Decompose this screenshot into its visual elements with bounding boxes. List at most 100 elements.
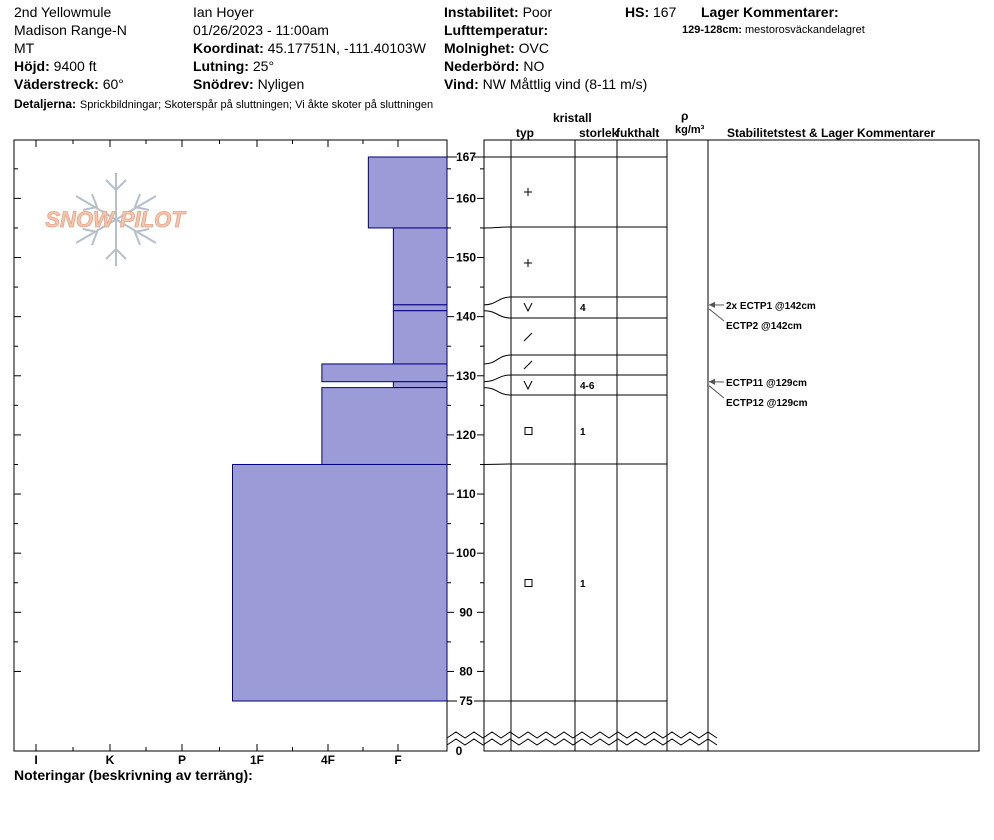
observer-name: Ian Hoyer <box>193 4 254 20</box>
height-tick-label: 90 <box>459 605 473 619</box>
hardness-layer-bar <box>367 156 448 229</box>
instability-label: Instabilitet: <box>444 4 519 20</box>
hardness-ticks: I K P 1F 4F F <box>14 140 402 767</box>
size-header: storlek <box>579 126 619 140</box>
sky-label: Molnighet: <box>444 40 515 56</box>
hs-value: 167 <box>653 4 677 20</box>
hardness-tick-label: I <box>34 753 37 767</box>
grain-row <box>523 332 533 342</box>
stability-test-pointer <box>708 308 725 322</box>
hardness-tick-label: F <box>394 753 401 767</box>
hardness-layer-bar <box>321 363 448 383</box>
grain-depth-hoar-icon <box>523 302 533 313</box>
grain-row: 1 <box>524 579 586 590</box>
aspect-value: 60° <box>102 76 124 92</box>
stability-test: ECTP12 @129cm <box>708 378 808 409</box>
height-tick-label: 160 <box>456 191 476 205</box>
height-axis: 80 90 100 110 120 130 140 150 160 167 75 0 <box>447 150 484 758</box>
elevation-label: Höjd: <box>14 58 50 74</box>
aspect-row: Väderstreck: 60° <box>14 76 124 92</box>
grain-faceted-icon <box>524 427 533 435</box>
grain-decomposing-icon <box>523 332 533 342</box>
hardness-layer-bar <box>392 227 448 306</box>
stability-frame <box>707 139 980 752</box>
height-tick-label: 120 <box>456 428 476 442</box>
moisture-header: fukthalt <box>616 126 660 140</box>
height-end-label: 75 <box>459 694 473 708</box>
layer-connector-line <box>483 374 512 383</box>
stability-test-label: ECTP2 @142cm <box>726 321 802 332</box>
grain-size-label: 4 <box>580 303 586 314</box>
elevation-row: Höjd: 9400 ft <box>14 58 96 74</box>
stability-test: ECTP11 @129cm <box>708 378 807 389</box>
airtemp-label: Lufttemperatur: <box>444 22 549 38</box>
grain-depth-hoar-icon <box>523 380 533 391</box>
stability-test-label: ECTP12 @129cm <box>726 398 808 409</box>
grain-row: 4-6 <box>523 380 595 392</box>
sky-row: Molnighet: OVC <box>444 40 549 56</box>
grain-row <box>524 188 532 196</box>
grain-faceted-icon <box>524 579 533 587</box>
height-tick-label: 140 <box>456 310 476 324</box>
precip-row: Nederbörd: NO <box>444 58 544 74</box>
hs-label: HS: <box>625 4 650 20</box>
hardness-layer-bar <box>392 310 448 365</box>
grain-new-snow-icon <box>524 259 532 267</box>
aspect-label: Väderstreck: <box>14 76 99 92</box>
height-end-label: 167 <box>456 150 476 164</box>
height-tick-label: 130 <box>456 369 476 383</box>
drift-row: Snödrev: Nyligen <box>193 76 304 92</box>
height-tick-label: 150 <box>456 251 476 265</box>
layer-grid-lines <box>483 156 667 702</box>
range-name: Madison Range-N <box>14 22 127 38</box>
instability-value: Poor <box>522 4 553 20</box>
logo-text: SNOW PILOT <box>45 207 186 232</box>
hardness-layer-bar <box>321 387 448 465</box>
drift-label: Snödrev: <box>193 76 254 92</box>
crystal-table-frame <box>483 139 709 752</box>
grain-row <box>524 259 532 267</box>
instability-row: Instabilitet: Poor <box>444 4 552 20</box>
details-label: Detaljerna: <box>14 97 77 111</box>
layer-connector-line <box>483 296 512 306</box>
precip-value: NO <box>523 58 545 74</box>
wind-value: NW Måttlig vind (8-11 m/s) <box>482 76 648 92</box>
observation-datetime: 01/26/2023 - 11:00am <box>193 22 329 38</box>
drift-value: Nyligen <box>257 76 305 92</box>
slope-label: Lutning: <box>193 58 249 74</box>
wind-label: Vind: <box>444 76 479 92</box>
stability-test-label: ECTP11 @129cm <box>726 378 807 389</box>
slope-value: 25° <box>252 58 275 74</box>
details-row: Detaljerna: Sprickbildningar; Skoterspår… <box>14 95 433 112</box>
grain-size-label: 1 <box>580 427 586 438</box>
arrow-head-icon <box>709 378 715 385</box>
hardness-layers <box>232 156 448 702</box>
grain-decomposing-icon <box>523 360 533 370</box>
layer-connector-line <box>483 354 512 365</box>
layer-comment-range: 129-128cm: <box>682 24 742 36</box>
precip-label: Nederbörd: <box>444 58 520 74</box>
layer-comment-text: mestorosväckandelagret <box>745 24 865 36</box>
layer-comment-row: 129-128cm: mestorosväckandelagret <box>682 24 865 37</box>
hardness-layer-bar <box>392 304 448 312</box>
coordinate-value: 45.17751N, -111.40103W <box>267 40 426 56</box>
grain-rows: 4 4-6 1 1 <box>523 188 595 590</box>
height-zero-label: 0 <box>456 744 463 758</box>
airtemp-row: Lufttemperatur: <box>444 22 548 38</box>
grain-new-snow-icon <box>524 188 532 196</box>
hardness-tick-label: P <box>178 753 186 767</box>
grain-row: 4 <box>523 302 586 314</box>
grain-row: 1 <box>524 427 586 438</box>
height-tick-label: 110 <box>456 487 476 501</box>
stability-test-pointer <box>708 385 725 399</box>
hardness-tick-label: 4F <box>321 753 335 767</box>
rho-header: ρ <box>681 109 689 123</box>
details-text: Sprickbildningar; Skoterspår på sluttnin… <box>79 99 434 111</box>
hardness-tick-label: K <box>106 753 115 767</box>
hardness-layer-bar <box>232 463 448 702</box>
location-name: 2nd Yellowmule <box>14 4 112 20</box>
layer-connector-line <box>483 226 512 229</box>
hardness-tick-label: 1F <box>250 753 264 767</box>
axis-break-marker <box>446 731 718 746</box>
